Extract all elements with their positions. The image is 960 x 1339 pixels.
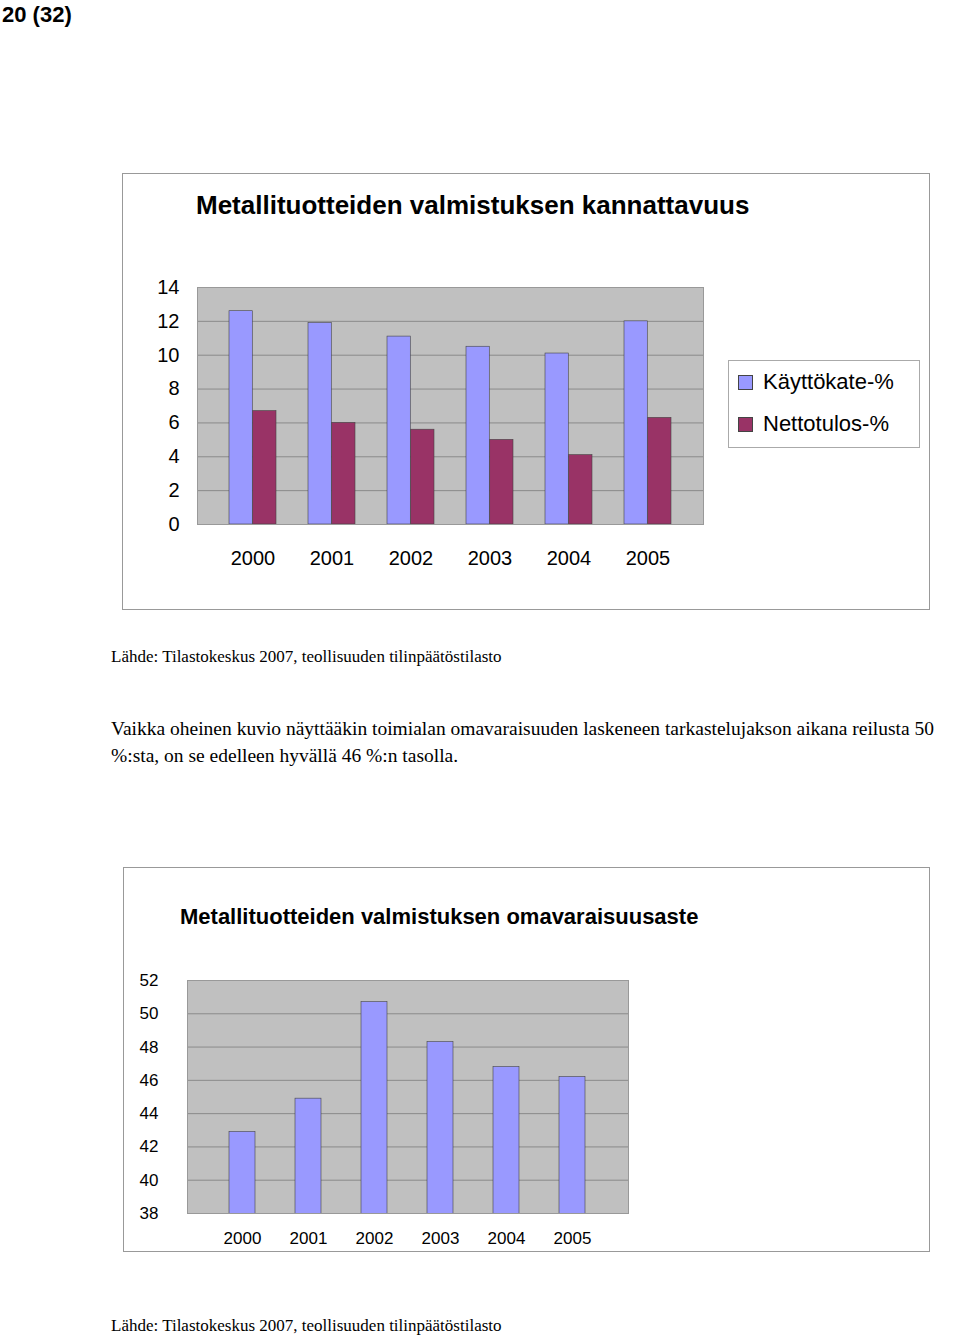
svg-text:48: 48 bbox=[140, 1038, 159, 1057]
svg-text:2004: 2004 bbox=[488, 1229, 526, 1248]
svg-text:2001: 2001 bbox=[290, 1229, 328, 1248]
svg-text:2003: 2003 bbox=[468, 547, 513, 569]
svg-text:12: 12 bbox=[157, 310, 179, 332]
svg-text:2004: 2004 bbox=[547, 547, 592, 569]
svg-text:4: 4 bbox=[168, 445, 179, 467]
html-text:Metallituotteiden valmistuksen: Metallituotteiden valmistuksen kannattav… bbox=[196, 190, 750, 220]
svg-text:2005: 2005 bbox=[626, 547, 671, 569]
svg-text:0: 0 bbox=[168, 513, 179, 535]
svg-text:42: 42 bbox=[140, 1137, 159, 1156]
svg-text:10: 10 bbox=[157, 344, 179, 366]
svg-text:8: 8 bbox=[168, 377, 179, 399]
html-text:Lähde: Tilastokeskus 2007, teo: Lähde: Tilastokeskus 2007, teollisuuden … bbox=[111, 1316, 502, 1335]
svg-text:52: 52 bbox=[140, 971, 159, 990]
html-text:20 (32): 20 (32) bbox=[2, 2, 72, 27]
svg-text:6: 6 bbox=[168, 411, 179, 433]
svg-text:2: 2 bbox=[168, 479, 179, 501]
svg-text:2005: 2005 bbox=[554, 1229, 592, 1248]
svg-text:2000: 2000 bbox=[224, 1229, 262, 1248]
svg-text:2000: 2000 bbox=[231, 547, 276, 569]
html-text:Vaikka oheinen kuvio näyttääki: Vaikka oheinen kuvio näyttääkin toimiala… bbox=[111, 718, 935, 766]
svg-text:40: 40 bbox=[140, 1171, 159, 1190]
html-text:Käyttökate-%: Käyttökate-% bbox=[763, 369, 894, 394]
html-text:Metallituotteiden valmistuksen: Metallituotteiden valmistuksen omavarais… bbox=[180, 904, 699, 929]
svg-text:2002: 2002 bbox=[356, 1229, 394, 1248]
svg-text:2001: 2001 bbox=[310, 547, 355, 569]
html-text:Lähde: Tilastokeskus 2007, teo: Lähde: Tilastokeskus 2007, teollisuuden … bbox=[111, 647, 502, 666]
svg-text:2003: 2003 bbox=[422, 1229, 460, 1248]
svg-text:2002: 2002 bbox=[389, 547, 434, 569]
html-text:Nettotulos-%: Nettotulos-% bbox=[763, 411, 889, 436]
svg-text:50: 50 bbox=[140, 1004, 159, 1023]
svg-text:46: 46 bbox=[140, 1071, 159, 1090]
svg-text:38: 38 bbox=[140, 1204, 159, 1223]
svg-text:14: 14 bbox=[157, 276, 179, 298]
svg-text:44: 44 bbox=[140, 1104, 159, 1123]
